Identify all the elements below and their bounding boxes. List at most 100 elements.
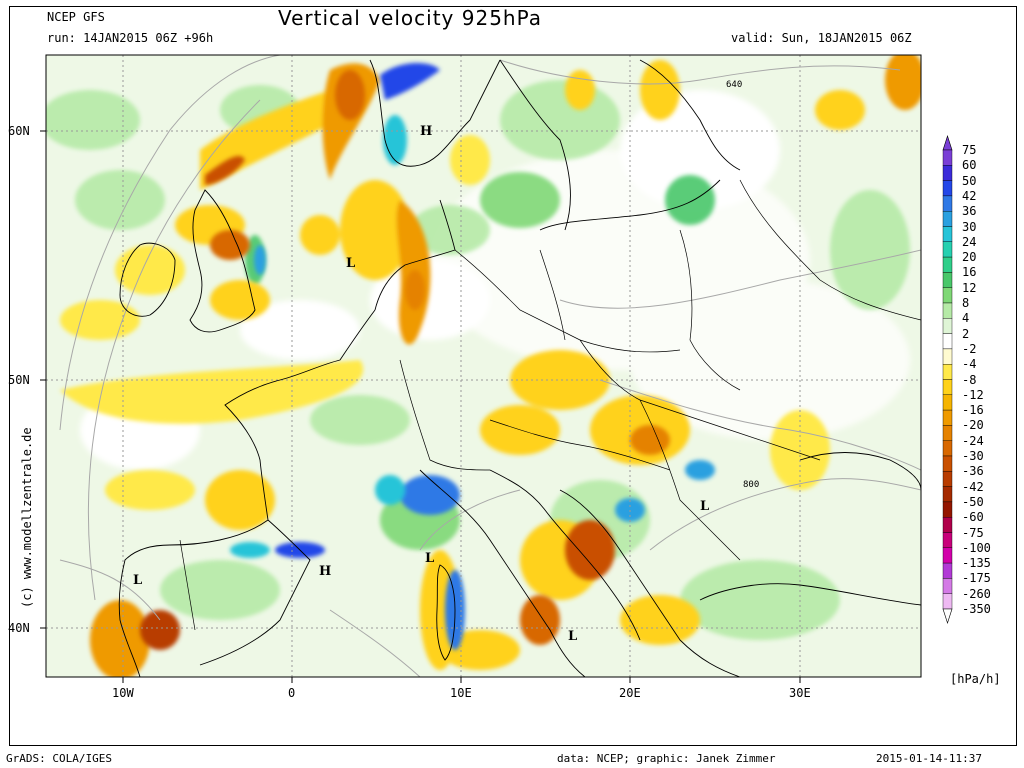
colorbar-label: 4 [962, 311, 970, 326]
colorbar-label: 24 [962, 234, 977, 249]
colorbar-label: 60 [962, 158, 977, 173]
colorbar-label: -16 [962, 403, 984, 418]
lon-label-0: 0 [288, 686, 296, 700]
pressure-center-labels: H L L H L L L [133, 124, 709, 644]
lon-label-30e: 30E [789, 686, 811, 700]
colorbar-swatch [942, 425, 953, 441]
colorbar-swatch [942, 471, 953, 487]
colorbar-swatch [942, 180, 953, 197]
lon-label-20e: 20E [619, 686, 641, 700]
colorbar-swatch [942, 547, 953, 564]
colorbar-label: -2 [962, 341, 977, 356]
contour-label-640: 640 [726, 80, 742, 90]
pressure-center-label: H [319, 564, 331, 579]
colorbar-swatch [942, 455, 953, 472]
colorbar-swatch [942, 287, 953, 304]
colorbar-swatch [942, 348, 953, 365]
colorbar-arrow-top [942, 135, 953, 151]
colorbar-swatch [942, 210, 953, 227]
colorbar-swatch [942, 593, 953, 610]
colorbar-label: 20 [962, 250, 977, 265]
lon-label-10e: 10E [450, 686, 472, 700]
axis-ticks [40, 130, 801, 683]
colorbar-label: 16 [962, 265, 977, 280]
height-contours [59, 55, 921, 677]
colorbar-swatch [942, 409, 953, 426]
valid-time: valid: Sun, 18JAN2015 06Z [731, 31, 912, 45]
colorbar-swatch [942, 440, 953, 457]
colorbar-label: -60 [962, 510, 984, 525]
country-borders [179, 179, 921, 631]
pressure-center-label: H [420, 124, 432, 139]
colorbar-label: -12 [962, 387, 984, 402]
colorbar-label: -175 [962, 571, 991, 586]
colorbar-label: 42 [962, 188, 977, 203]
colorbar-swatch [942, 302, 953, 319]
colorbar [942, 135, 953, 624]
colorbar-label: -42 [962, 479, 984, 494]
velocity-field [46, 55, 921, 677]
colorbar-label: 75 [962, 143, 977, 157]
colorbar-label: -135 [962, 556, 991, 571]
colorbar-label: 2 [962, 326, 970, 341]
colorbar-swatch [942, 226, 953, 243]
colorbar-swatch [942, 241, 953, 258]
colorbar-label: 30 [962, 219, 977, 234]
lat-lon-grid [46, 55, 921, 677]
coastlines [118, 59, 921, 677]
colorbar-swatch [942, 532, 953, 549]
colorbar-label: -100 [962, 540, 991, 555]
pressure-center-label: L [133, 573, 142, 588]
lat-label-40n: 40N [8, 621, 30, 635]
colorbar-swatch [942, 318, 953, 334]
colorbar-label: -75 [962, 525, 984, 540]
run-info: run: 14JAN2015 06Z +96h [47, 31, 214, 45]
colorbar-swatch [942, 562, 953, 579]
colorbar-swatch [942, 195, 953, 212]
lon-label-10w: 10W [112, 686, 134, 700]
colorbar-label: -50 [962, 494, 984, 509]
colorbar-label: 12 [962, 280, 977, 295]
colorbar-label: -260 [962, 586, 991, 601]
colorbar-label: -30 [962, 449, 984, 463]
colorbar-swatch [942, 578, 953, 594]
colorbar-label: -36 [962, 464, 984, 479]
pressure-center-label: L [346, 256, 355, 271]
colorbar-swatch [942, 256, 953, 273]
chart-title: Vertical velocity 925hPa [278, 6, 543, 30]
contour-label-800: 800 [743, 480, 759, 490]
colorbar-swatch [942, 272, 953, 288]
pressure-center-label: L [568, 629, 577, 644]
colorbar-swatch [942, 333, 953, 350]
credit-text: (c) www.modellzentrale.de [20, 427, 34, 608]
colorbar-swatch [942, 517, 953, 533]
colorbar-swatch [942, 394, 953, 411]
lat-label-50n: 50N [8, 373, 30, 387]
colorbar-swatch [942, 501, 953, 518]
colorbar-swatch [942, 149, 953, 166]
colorbar-label: 36 [962, 204, 977, 219]
colorbar-swatch [942, 379, 953, 396]
footer-credits: data: NCEP; graphic: Janek Zimmer [557, 752, 776, 765]
colorbar-swatch [942, 364, 953, 380]
model-name: NCEP GFS [47, 10, 105, 24]
footer-software: GrADS: COLA/IGES [6, 752, 112, 765]
colorbar-label: -24 [962, 433, 984, 448]
colorbar-arrow-bottom [942, 608, 953, 624]
pressure-center-label: L [700, 499, 709, 514]
map-border [45, 54, 922, 678]
field-orange-cores [140, 70, 670, 650]
colorbar-label: 8 [962, 296, 970, 310]
colorbar-label: -8 [962, 372, 977, 387]
colorbar-label: -4 [962, 357, 977, 372]
footer-timestamp: 2015-01-14-11:37 [876, 752, 982, 765]
colorbar-unit: [hPa/h] [950, 672, 1001, 686]
colorbar-label: 50 [962, 173, 977, 188]
pressure-center-label: L [425, 551, 434, 566]
colorbar-swatch [942, 165, 953, 181]
colorbar-label: -350 [962, 602, 991, 616]
contour-labels: 640 800 [726, 80, 759, 490]
colorbar-label: -20 [962, 418, 984, 433]
colorbar-swatch [942, 486, 953, 503]
